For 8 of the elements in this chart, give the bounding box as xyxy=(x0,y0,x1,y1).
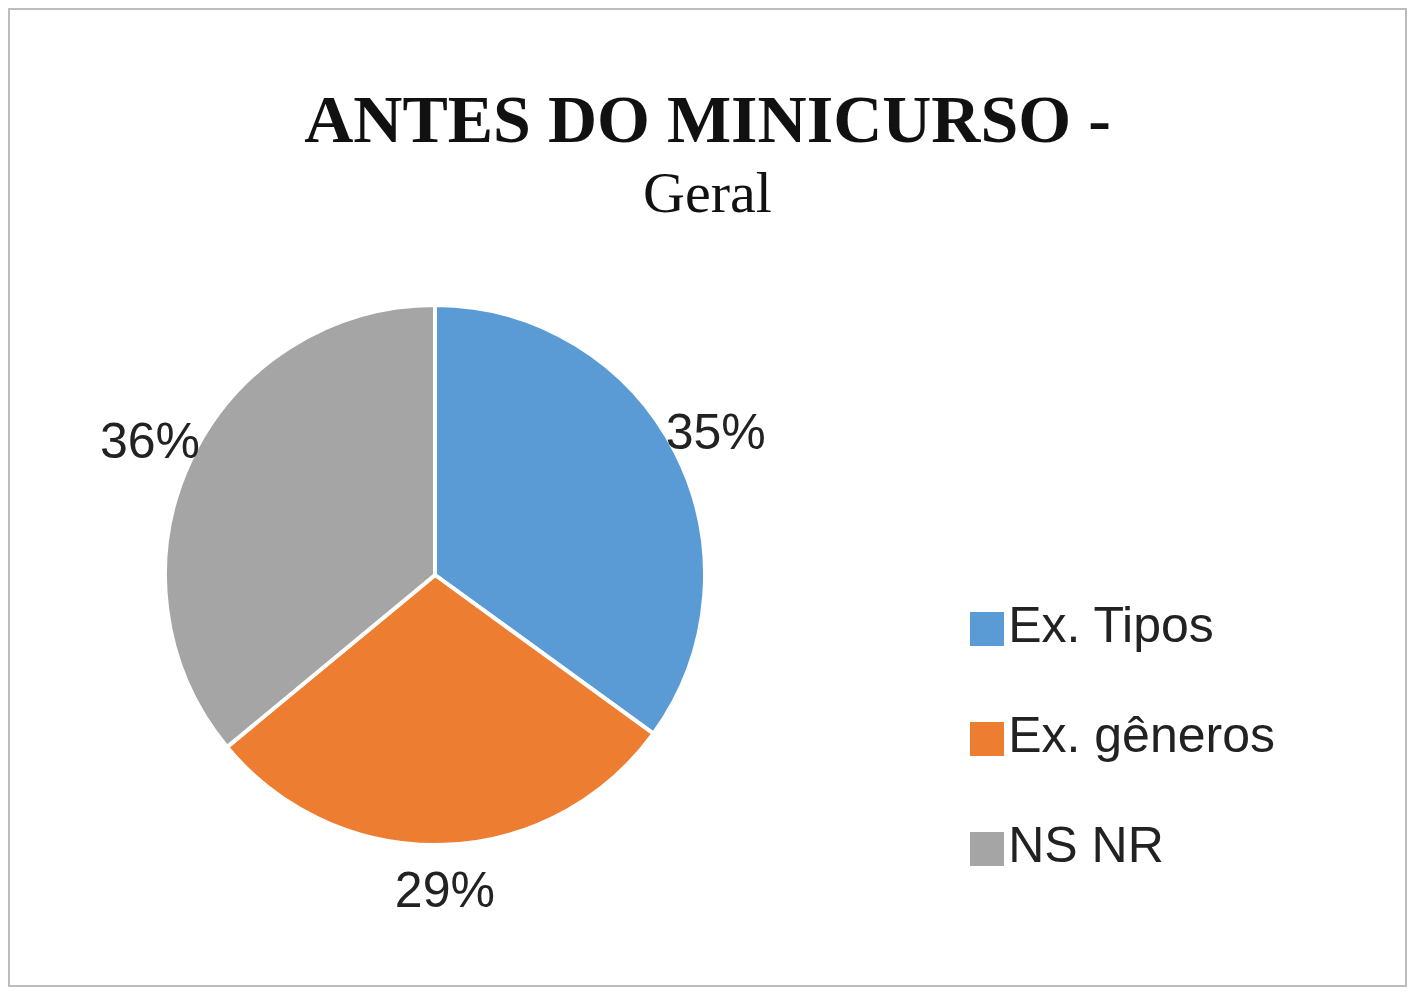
legend-label: Ex. Tipos xyxy=(1008,597,1214,653)
data-label: 36% xyxy=(99,412,201,469)
legend-label: NS NR xyxy=(1008,817,1164,873)
chart-title: ANTES DO MINICURSO - xyxy=(303,80,1112,159)
data-label: 29% xyxy=(394,861,495,918)
chart-subtitle: Geral xyxy=(642,159,773,226)
data-label: 35% xyxy=(665,403,766,460)
legend-label: Ex. gêneros xyxy=(1008,707,1275,763)
